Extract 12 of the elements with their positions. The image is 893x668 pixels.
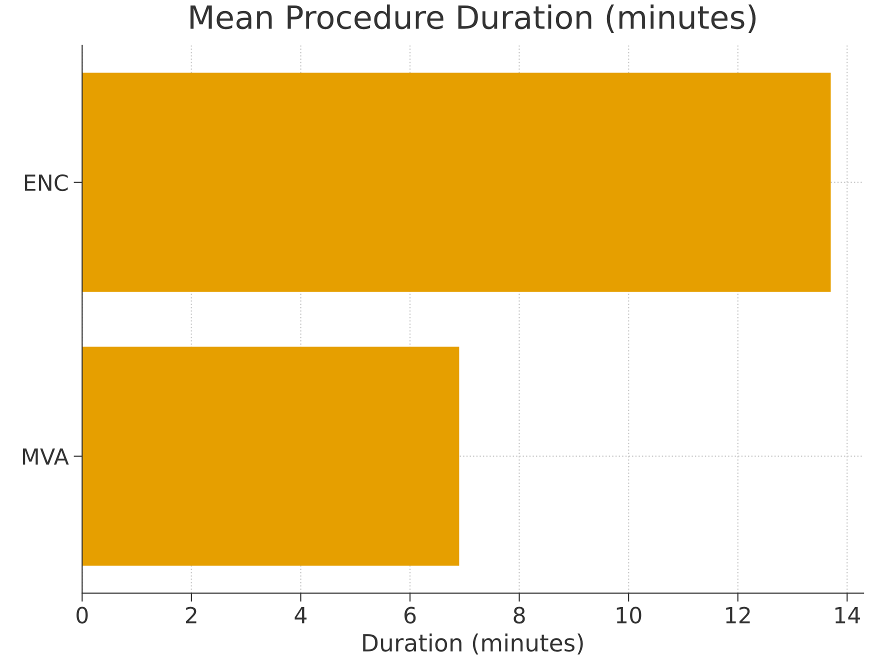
x-tick-label: 8: [514, 606, 525, 624]
chart-title: Mean Procedure Duration (minutes): [190, 4, 756, 33]
x-axis-title: Duration (minutes): [363, 633, 583, 654]
y-tick-label: MVA: [22, 448, 69, 465]
x-tick-label: 14: [835, 607, 860, 624]
x-tick-label: 4: [294, 607, 307, 624]
x-tick-label: 2: [186, 606, 196, 624]
x-tick-label: 0: [76, 606, 88, 624]
x-tick-label: 10: [616, 606, 642, 624]
x-tick-label: 12: [726, 606, 750, 624]
y-tick-label: ENC: [24, 174, 68, 192]
x-tick-label: 6: [404, 606, 416, 624]
